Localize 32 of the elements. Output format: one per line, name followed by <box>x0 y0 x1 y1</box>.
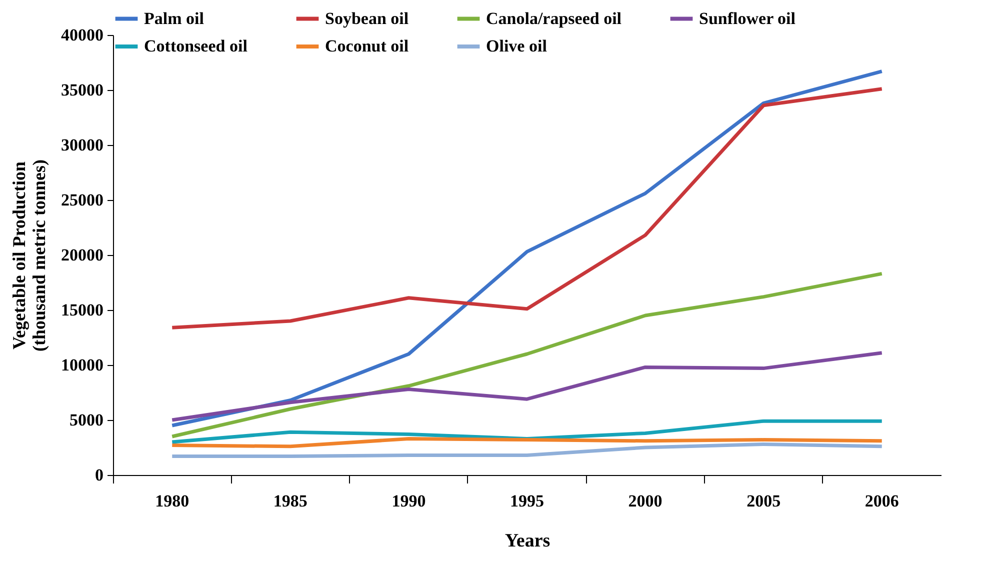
y-tick-label: 35000 <box>61 80 104 100</box>
legend-label: Sunflower oil <box>699 8 796 28</box>
y-tick-label: 15000 <box>61 300 104 320</box>
x-tick-label: 2000 <box>628 492 662 510</box>
line-series <box>170 419 884 444</box>
y-tick-label: 25000 <box>61 190 104 210</box>
line-series <box>170 436 884 448</box>
legend-label: Olive oil <box>486 36 548 56</box>
legend-label: Canola/rapseed oil <box>486 8 622 28</box>
y-axis-title: Vegetable oil Production (thousand metric tonnes) <box>9 159 49 352</box>
line-series <box>170 442 884 458</box>
x-tick-label: 1985 <box>273 492 308 510</box>
legend-label: Palm oil <box>144 8 204 28</box>
y-tick-label: 20000 <box>61 246 104 264</box>
line-series <box>170 87 884 330</box>
x-tick-label: 2005 <box>746 492 781 510</box>
legend-label: Soybean oil <box>325 8 409 28</box>
y-tick-label: 40000 <box>61 26 104 44</box>
line-series <box>170 272 884 438</box>
x-axis-title: Years <box>504 530 550 552</box>
y-tick-label: 30000 <box>61 136 104 154</box>
line-series <box>170 351 884 422</box>
y-tick-label: 10000 <box>61 356 104 374</box>
y-tick-label: 5000 <box>70 410 104 430</box>
x-tick-label: 1980 <box>155 492 190 510</box>
x-tick-label: 1995 <box>510 492 544 510</box>
legend-label: Cottonseed oil <box>144 36 248 56</box>
x-tick-label: 1990 <box>392 492 426 510</box>
legend-label: Coconut oil <box>325 36 409 56</box>
y-tick-label: 0 <box>95 466 104 484</box>
x-tick-label: 2006 <box>864 492 899 510</box>
line-series <box>170 70 884 428</box>
